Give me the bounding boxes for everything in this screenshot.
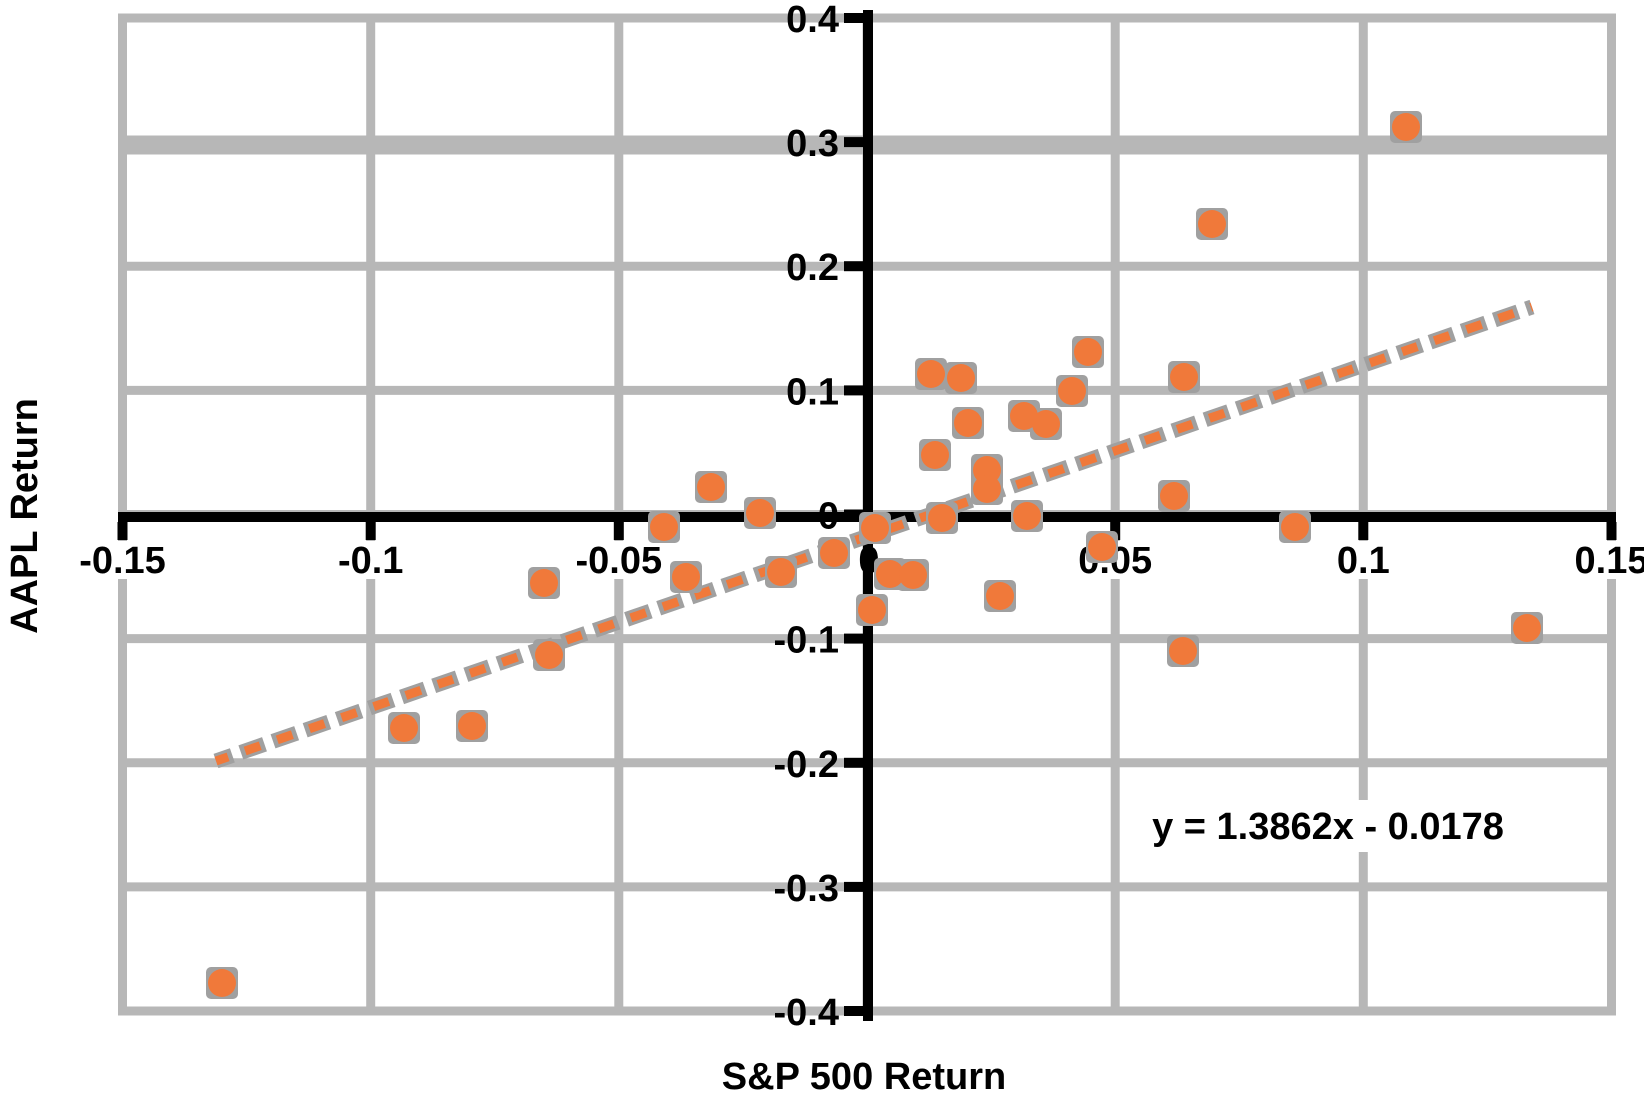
svg-text:0.1: 0.1: [786, 371, 839, 413]
svg-text:-0.1: -0.1: [338, 540, 403, 582]
svg-text:0: 0: [818, 496, 839, 538]
svg-text:S&P 500 Return: S&P 500 Return: [722, 1056, 1006, 1098]
svg-text:0.2: 0.2: [786, 247, 839, 289]
svg-text:0.4: 0.4: [786, 0, 839, 41]
svg-text:-0.3: -0.3: [774, 868, 839, 910]
svg-text:-0.4: -0.4: [774, 992, 839, 1034]
svg-text:-0.05: -0.05: [575, 540, 662, 582]
svg-text:-0.1: -0.1: [774, 620, 839, 662]
svg-text:-0.15: -0.15: [79, 540, 166, 582]
svg-text:0.15: 0.15: [1575, 540, 1644, 582]
svg-text:0.3: 0.3: [786, 123, 839, 165]
svg-text:y = 1.3862x - 0.0178: y = 1.3862x - 0.0178: [1152, 806, 1504, 848]
svg-text:AAPL Return: AAPL Return: [4, 398, 46, 634]
svg-text:0.1: 0.1: [1337, 540, 1390, 582]
svg-text:-0.2: -0.2: [774, 744, 839, 786]
